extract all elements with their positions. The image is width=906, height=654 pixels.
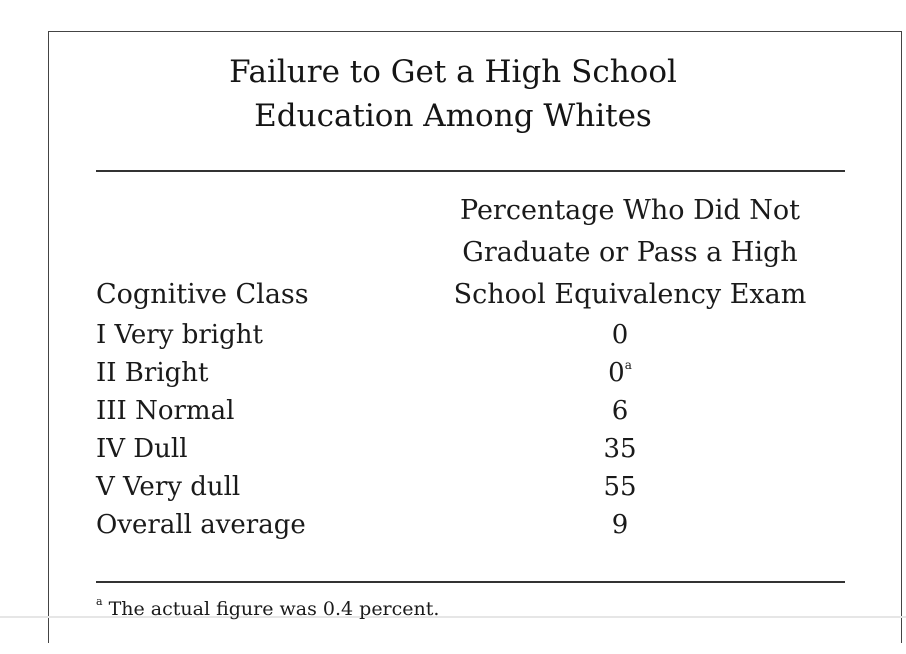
row-label: I Very bright (96, 320, 263, 350)
footnote-marker: a (96, 595, 103, 608)
footnote-marker: a (624, 358, 632, 372)
value-column-header-line-1: Percentage Who Did Not (460, 195, 800, 226)
table-row: V Very dull 55 (96, 468, 845, 506)
value-column-header-line-3: School Equivalency Exam (453, 279, 807, 310)
table-row: IV Dull 35 (96, 430, 845, 468)
footnote: a The actual figure was 0.4 percent. (96, 594, 439, 624)
page-bottom-rule (0, 616, 906, 618)
row-label: Overall average (96, 510, 306, 540)
table-title: Failure to Get a High School Education A… (0, 50, 906, 138)
table-row: II Bright 0a (96, 354, 845, 392)
table-title-line-2: Education Among Whites (254, 98, 652, 134)
row-value: 55 (596, 468, 644, 506)
table-frame (48, 31, 902, 643)
row-label: V Very dull (96, 472, 241, 502)
table-row: III Normal 6 (96, 392, 845, 430)
row-value-number: 35 (603, 434, 637, 464)
class-column-header: Cognitive Class (96, 279, 309, 310)
row-value: 0a (596, 354, 644, 392)
row-label: III Normal (96, 396, 235, 426)
footnote-text: The actual figure was 0.4 percent. (102, 598, 440, 620)
value-column-header: Percentage Who Did Not Graduate or Pass … (430, 190, 830, 316)
row-value: 6 (596, 392, 644, 430)
header-rule (96, 170, 845, 172)
row-label: IV Dull (96, 434, 188, 464)
value-column-header-line-2: Graduate or Pass a High (462, 237, 798, 268)
table-row: I Very bright 0 (96, 316, 845, 354)
row-value-number: 0 (611, 320, 629, 350)
table-body: I Very bright 0 II Bright 0a III Normal … (96, 316, 845, 544)
row-value: 0 (596, 316, 644, 354)
row-label: II Bright (96, 358, 209, 388)
row-value-number: 6 (611, 396, 629, 426)
table-row: Overall average 9 (96, 506, 845, 544)
table-title-line-1: Failure to Get a High School (229, 54, 677, 90)
row-value-number: 9 (611, 510, 629, 540)
row-value-number: 55 (603, 472, 637, 502)
footer-rule (96, 581, 845, 583)
row-value: 9 (596, 506, 644, 544)
row-value: 35 (596, 430, 644, 468)
row-value-number: 0 (608, 358, 625, 388)
